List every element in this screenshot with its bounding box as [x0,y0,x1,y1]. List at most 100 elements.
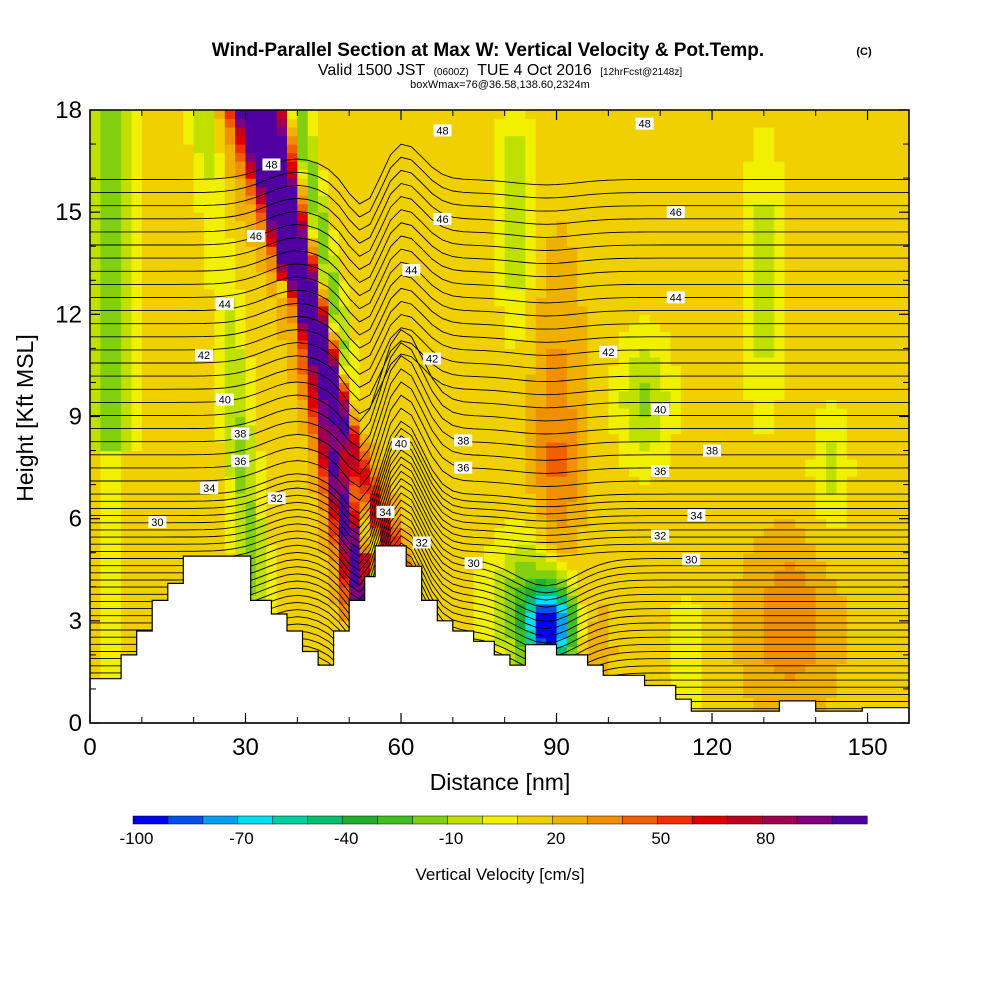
velocity-cell [121,629,133,639]
velocity-cell [152,246,164,256]
velocity-cell [535,603,547,613]
velocity-cell [286,314,298,324]
velocity-cell [452,535,464,545]
velocity-cell [712,365,723,375]
velocity-cell [432,229,444,239]
velocity-cell [307,161,319,171]
velocity-cell [732,144,744,154]
velocity-cell [214,493,226,503]
velocity-cell [442,484,454,494]
velocity-cell [691,110,703,120]
velocity-cell [421,365,433,375]
velocity-cell [338,331,350,341]
velocity-cell [297,552,309,562]
velocity-cell [307,476,319,486]
velocity-cell [597,612,609,622]
velocity-cell [172,348,184,358]
velocity-cell [100,425,112,435]
velocity-cell [629,459,641,469]
velocity-cell [680,646,692,656]
velocity-cell [452,152,464,162]
velocity-cell [183,433,195,443]
velocity-cell [276,407,288,418]
velocity-cell [380,459,392,469]
velocity-cell [670,322,682,332]
velocity-cell [442,501,454,511]
velocity-cell [369,390,381,401]
velocity-cell [784,493,796,503]
velocity-cell [349,578,361,588]
velocity-cell [276,544,288,554]
velocity-cell [525,586,537,596]
velocity-cell [152,390,164,401]
velocity-cell [369,254,381,264]
velocity-cell [691,484,703,494]
velocity-cell [732,433,744,443]
velocity-cell [338,263,350,273]
velocity-cell [794,671,806,682]
velocity-cell [390,450,402,460]
velocity-cell [162,212,174,222]
velocity-cell [608,527,620,537]
velocity-cell [266,322,278,332]
velocity-cell [660,263,672,273]
velocity-cell [732,688,744,699]
velocity-cell [183,314,195,324]
velocity-cell [670,144,682,154]
velocity-cell [774,680,786,690]
velocity-cell [691,425,703,435]
velocity-cell [452,493,464,503]
velocity-cell [743,127,755,137]
velocity-cell [297,246,309,256]
velocity-cell [473,135,485,145]
velocity-cell [525,322,537,332]
velocity-cell [722,654,734,664]
velocity-cell [649,135,661,145]
velocity-cell [732,493,744,503]
velocity-cell [442,331,454,341]
velocity-cell [577,569,589,579]
velocity-cell [162,510,174,520]
velocity-cell [494,552,506,562]
velocity-cell [504,365,516,375]
velocity-cell [307,569,319,579]
velocity-cell [515,382,527,392]
velocity-cell [722,271,734,281]
velocity-cell [255,476,267,486]
velocity-cell [224,348,236,358]
velocity-cell [722,569,734,579]
velocity-cell [297,620,309,630]
velocity-cell [566,535,578,545]
velocity-cell [411,476,423,486]
velocity-cell [670,390,682,401]
velocity-cell [732,552,744,562]
velocity-cell [245,467,257,477]
velocity-cell [618,467,630,477]
velocity-cell [483,297,495,307]
velocity-cell [255,135,267,145]
velocity-cell [380,314,392,324]
velocity-cell [597,527,609,537]
velocity-cell [276,450,288,460]
velocity-cell [566,527,578,537]
velocity-cell [224,476,236,486]
velocity-cell [286,169,298,179]
velocity-cell [131,552,143,562]
velocity-cell [224,280,236,290]
velocity-cell [286,518,298,528]
velocity-cell [90,237,101,247]
velocity-cell [774,663,786,673]
velocity-cell [608,569,620,579]
velocity-cell [121,169,133,179]
velocity-cell [318,501,330,511]
velocity-cell [774,118,786,128]
velocity-cell [193,373,205,384]
velocity-cell [286,382,298,392]
velocity-cell [494,603,506,613]
velocity-cell [608,144,620,154]
velocity-cell [680,407,692,418]
velocity-cell [753,442,765,452]
velocity-cell [546,535,558,545]
velocity-cell [649,254,661,264]
velocity-cell [618,144,630,154]
